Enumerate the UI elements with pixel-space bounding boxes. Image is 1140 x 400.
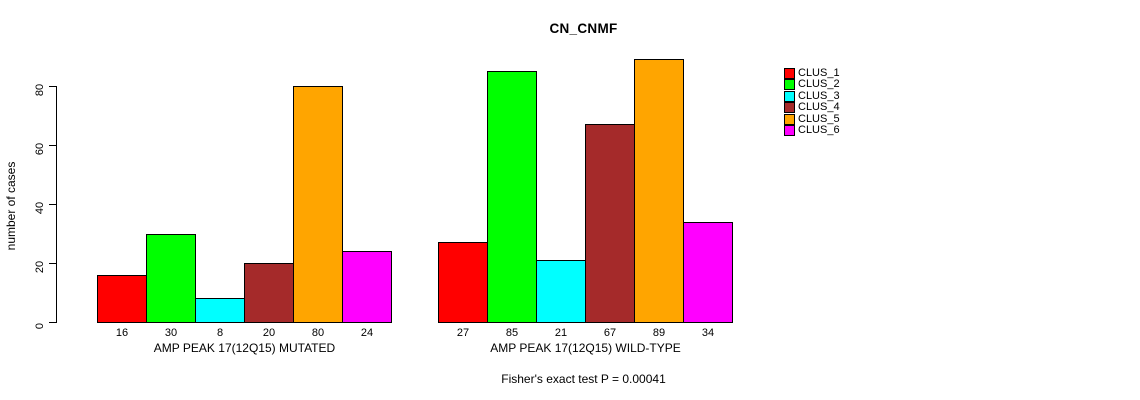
y-axis-tick-label: 40 bbox=[34, 201, 46, 215]
legend-swatch-clus_2 bbox=[784, 79, 795, 91]
legend-label: CLUS_6 bbox=[798, 124, 840, 136]
legend-label: CLUS_4 bbox=[798, 101, 840, 114]
bar-clus_6-group1 bbox=[342, 251, 392, 323]
legend-swatch-clus_6 bbox=[784, 125, 795, 136]
bar-value-label: 89 bbox=[652, 327, 666, 339]
legend-swatch-clus_1 bbox=[784, 68, 795, 79]
x-axis-group-label-2: AMP PEAK 17(12Q15) WILD-TYPE bbox=[490, 341, 681, 355]
legend-swatch-clus_5 bbox=[784, 113, 795, 125]
bar-clus_3-group2 bbox=[536, 260, 586, 323]
bar-clus_1-group2 bbox=[438, 242, 488, 323]
bar-value-label: 34 bbox=[701, 327, 715, 339]
bar-value-label: 67 bbox=[603, 327, 617, 339]
bar-value-label: 16 bbox=[115, 327, 129, 339]
bar-clus_3-group1 bbox=[195, 298, 245, 323]
y-axis-tick-label: 60 bbox=[34, 142, 46, 156]
bar-value-label: 27 bbox=[456, 327, 470, 339]
bar-value-label: 80 bbox=[311, 327, 325, 339]
bar-value-label: 24 bbox=[360, 327, 374, 339]
bar-clus_6-group2 bbox=[683, 222, 733, 323]
y-axis-tick-label: 0 bbox=[34, 322, 46, 330]
y-axis-tick bbox=[49, 204, 57, 205]
y-axis-tick-label: 80 bbox=[34, 83, 46, 97]
bar-value-label: 30 bbox=[164, 327, 178, 339]
bar-value-label: 85 bbox=[505, 327, 519, 339]
bar-clus_4-group1 bbox=[244, 263, 294, 323]
bar-value-label: 20 bbox=[262, 327, 276, 339]
bar-clus_5-group1 bbox=[293, 86, 343, 323]
bar-value-label: 21 bbox=[554, 327, 568, 339]
y-axis-tick bbox=[49, 86, 57, 87]
y-axis-title: number of cases bbox=[4, 161, 18, 251]
bar-clus_2-group2 bbox=[487, 71, 537, 323]
bar-clus_4-group2 bbox=[585, 124, 635, 323]
bar-clus_2-group1 bbox=[146, 234, 196, 323]
y-axis-tick bbox=[49, 322, 57, 323]
legend-swatch-clus_3 bbox=[784, 90, 795, 102]
legend-swatch-clus_4 bbox=[784, 102, 795, 114]
x-axis-group-label-1: AMP PEAK 17(12Q15) MUTATED bbox=[153, 341, 336, 355]
y-axis-tick bbox=[49, 145, 57, 146]
legend-label: CLUS_5 bbox=[798, 112, 840, 125]
bar-clus_1-group1 bbox=[97, 275, 147, 323]
legend-label: CLUS_2 bbox=[798, 78, 840, 91]
y-axis-tick bbox=[49, 263, 57, 264]
bar-clus_5-group2 bbox=[634, 59, 684, 323]
chart-title: CN_CNMF bbox=[549, 21, 618, 36]
bar-value-label: 8 bbox=[216, 327, 224, 339]
y-axis-tick-label: 20 bbox=[34, 260, 46, 274]
annotation-fisher-test: Fisher's exact test P = 0.00041 bbox=[501, 372, 666, 386]
legend-label: CLUS_3 bbox=[798, 89, 840, 102]
legend-label: CLUS_1 bbox=[798, 67, 840, 79]
